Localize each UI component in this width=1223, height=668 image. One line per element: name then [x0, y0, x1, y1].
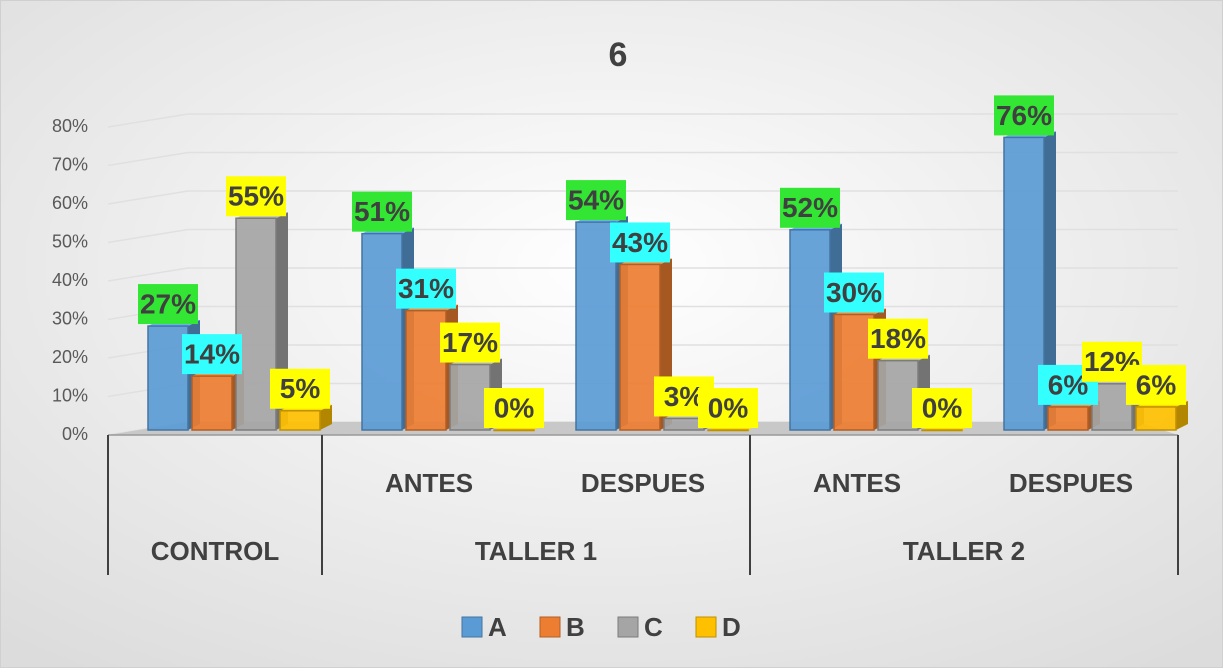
x-tick-label: DESPUES [1009, 468, 1133, 498]
data-label: 6% [1136, 369, 1177, 400]
data-label-bg [566, 180, 626, 221]
data-label: 31% [398, 273, 454, 304]
legend-label: B [566, 612, 585, 642]
data-label-bg [780, 187, 840, 228]
data-label: 3% [664, 381, 705, 412]
legend-label: A [488, 612, 507, 642]
data-label: 55% [228, 181, 284, 212]
x-tick-label: DESPUES [581, 468, 705, 498]
grid-line [107, 151, 1178, 167]
data-label: 54% [568, 184, 624, 215]
bar [1047, 406, 1089, 431]
legend-label: C [644, 612, 663, 642]
bar [235, 217, 277, 431]
grid-line [107, 113, 1178, 128]
y-tick-label: 40% [52, 270, 88, 290]
legend-swatch [695, 616, 717, 638]
data-label: 76% [996, 100, 1052, 131]
data-label-bg [484, 388, 544, 428]
y-tick-label: 10% [52, 385, 88, 405]
data-label: 14% [184, 338, 240, 369]
data-label: 30% [826, 277, 882, 308]
data-label: 17% [442, 327, 498, 358]
data-label-bg [868, 318, 928, 359]
bar-side [1176, 400, 1188, 430]
data-label: 0% [922, 392, 963, 423]
y-tick-label: 20% [52, 347, 88, 367]
bar [1135, 406, 1177, 431]
x-tick-label: ANTES [385, 468, 473, 498]
group-label: TALLER 2 [903, 536, 1025, 566]
data-label: 43% [612, 227, 668, 258]
bar [1091, 383, 1133, 431]
bar [921, 429, 963, 432]
bar [279, 410, 321, 431]
bar-side [320, 404, 332, 430]
bar [361, 232, 403, 431]
data-label: 27% [140, 288, 196, 319]
data-label: 52% [782, 192, 838, 223]
bar [449, 363, 491, 431]
data-label-bg [824, 272, 884, 313]
data-label-bg [396, 268, 456, 309]
data-label: 51% [354, 196, 410, 227]
data-label: 0% [708, 392, 749, 423]
data-label-bg [440, 322, 500, 363]
legend-swatch [617, 616, 639, 638]
bar [833, 313, 875, 431]
data-label-bg [270, 368, 330, 409]
chart-title: 6 [609, 36, 628, 74]
group-label: TALLER 1 [475, 536, 597, 566]
data-label: 0% [494, 392, 535, 423]
data-label-bg [352, 191, 412, 232]
group-label: CONTROL [151, 536, 280, 566]
y-tick-label: 70% [52, 154, 88, 174]
data-label-bg [610, 222, 670, 263]
bar [789, 229, 831, 431]
data-label-bg [226, 176, 286, 217]
bar [405, 309, 447, 431]
data-label: 18% [870, 323, 926, 354]
grid-line [107, 267, 1178, 282]
y-tick-label: 30% [52, 308, 88, 328]
y-tick-label: 60% [52, 193, 88, 213]
data-label-bg [912, 388, 972, 428]
data-label-bg [1126, 364, 1186, 405]
y-tick-label: 0% [62, 424, 88, 444]
legend-label: D [722, 612, 741, 642]
y-tick-label: 50% [52, 231, 88, 251]
data-label: 5% [280, 373, 321, 404]
x-tick-label: ANTES [813, 468, 901, 498]
data-label: 6% [1048, 369, 1089, 400]
bar [191, 375, 233, 431]
bar [1003, 136, 1045, 431]
bar [493, 429, 535, 432]
legend-swatch [461, 616, 483, 638]
data-label-bg [182, 334, 242, 375]
grid-line [107, 190, 1178, 205]
grid-line [107, 228, 1178, 244]
data-label-bg [994, 95, 1054, 136]
bar [575, 221, 617, 431]
y-tick-label: 80% [52, 116, 88, 136]
bar [619, 263, 661, 431]
bar [877, 359, 919, 431]
bar [707, 429, 749, 432]
data-label-bg [138, 284, 198, 325]
legend-swatch [539, 616, 561, 638]
data-label-bg [698, 388, 758, 428]
bar [147, 325, 189, 431]
bar-side [1044, 131, 1056, 430]
